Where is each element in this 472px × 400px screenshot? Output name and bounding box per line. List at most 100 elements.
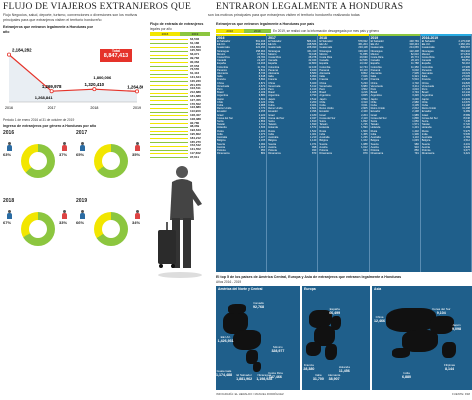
table-value: 6,980 [361, 84, 368, 88]
table-column-year: 2016 [217, 36, 225, 40]
middle-value-row: 176,502 [150, 102, 210, 107]
table-country: Perú [421, 88, 428, 92]
table-row: Suecia 1,071 [267, 143, 317, 146]
table-row: Alemania 8,736 [216, 72, 266, 75]
table-country: India [421, 132, 428, 136]
woman-icon [61, 142, 67, 151]
table-column: 2017 El Salvador 586,441 EE.UU. 348,566 Guate… [267, 34, 319, 272]
landmass-shape [442, 342, 456, 358]
table-row: Polonia 944 [318, 149, 368, 152]
table-row: Canadá 21,187 [216, 59, 266, 62]
table-row: Guatemala 228,490 [267, 46, 317, 49]
intro-text: Flujo Negocios, salud, deporte, turismo,… [3, 13, 138, 22]
trend-point-label: 1,269,978 [42, 84, 62, 89]
table-country: Australia [370, 136, 381, 140]
table-country: Brasil [319, 91, 326, 95]
table-value: 4,512 [463, 139, 470, 143]
table-value: 980 [414, 142, 419, 146]
table-value: 6,004 [309, 78, 317, 82]
table-column-band [420, 34, 471, 36]
table-country: Ecuador [217, 110, 227, 114]
table-value: 578,932 [358, 40, 368, 43]
map-callout-value: 8,144 [445, 366, 454, 371]
table-row: Perú 17,245 [421, 88, 471, 91]
table-country: Bélgica [268, 139, 277, 143]
map-panel-title: Europa [304, 287, 316, 291]
table-value: 2,905 [361, 107, 368, 111]
table-row: Perú 4,010 [370, 88, 420, 91]
table-row: Japón 3,590 [318, 98, 368, 101]
table-value: 1,853 [258, 120, 266, 124]
trend-point-label: 1,264,860 [127, 84, 143, 89]
table-row: Corea del Sur 2,047 [267, 117, 317, 120]
table-row: Francia 6,004 [267, 78, 317, 81]
table-country: India [370, 132, 377, 136]
table-country: Cuba [370, 104, 377, 108]
table-country: Colombia [217, 65, 228, 69]
middle-value-text: 153,653 [190, 44, 201, 49]
map-callout-value: 1,198,928 [256, 376, 273, 381]
table-country: EE.UU. [268, 43, 277, 47]
middle-value-bar [150, 149, 188, 151]
table-country: España [370, 62, 380, 66]
table-row: EE.UU. 1,382,181 [421, 43, 471, 46]
trend-point-label: 2,184,282 [12, 48, 32, 53]
table-country: Austria [421, 145, 430, 149]
table-row: Alemania 34,023 [421, 72, 471, 75]
table-value: 5,535 [463, 132, 470, 136]
map-panel: América del Norte y Central EE.UU. 1,426,9… [216, 286, 300, 390]
table-country: Colombia [268, 65, 280, 69]
table-column: 2016-2019 El Salvador 2,175,608 EE.UU. 1,382… [420, 34, 472, 272]
table-row: EE.UU. 353,968 [216, 43, 266, 46]
middle-value-bar [150, 65, 188, 67]
table-value: 11,792 [257, 65, 266, 69]
table-value: 9,489 [463, 110, 470, 114]
table-country: Perú [268, 88, 274, 92]
table-country: Italia [268, 75, 274, 79]
table-value: 1,210 [309, 136, 317, 140]
middle-value-text: 201,876 [190, 82, 201, 87]
table-value: 11,108 [462, 107, 470, 111]
table-value: 14,935 [462, 94, 470, 98]
table-value: 1,491 [258, 129, 266, 133]
table-country: Bélgica [217, 139, 226, 143]
table-country: Polonia [370, 148, 380, 152]
table-country: Reino Unido [421, 107, 437, 111]
table-country: Suiza [217, 120, 224, 124]
table-country: Francia [217, 78, 226, 82]
middle-value-text: 99,782 [190, 56, 200, 60]
map-callout-name: Canadá [253, 301, 264, 305]
table-column-band [369, 34, 420, 36]
table-value: 11,788 [411, 62, 419, 66]
table-row: India 1,401 [267, 133, 317, 136]
table-value: 353,968 [255, 43, 266, 47]
table-country: Australia [268, 136, 279, 140]
total-value: 8,847,413 [103, 53, 129, 59]
table-row: Japón 3,230 [370, 98, 420, 101]
table-row: Argentina 3,790 [267, 94, 317, 97]
table-value: 1,140 [309, 139, 317, 143]
table-row: México 271,834 [421, 53, 471, 56]
table-country: Austria [217, 145, 226, 149]
map-callout-value: 31,700 [312, 376, 324, 381]
table-row: Israel 2,180 [267, 114, 317, 117]
table-value: 7,145 [463, 120, 470, 124]
middle-value-row: 184,212 [150, 136, 210, 141]
table-row: El Salvador 578,932 [318, 40, 368, 43]
table-country: Italia [319, 75, 325, 79]
table-country: Japón [268, 97, 276, 101]
table-country: Holanda [421, 126, 432, 130]
table-country: México [370, 52, 379, 56]
middle-value-bar [150, 58, 188, 60]
table-row: Australia 1,210 [267, 136, 317, 139]
map-callout: EE.UU. 1,426,931 [218, 335, 234, 343]
middle-value-row: 98,369 [150, 125, 210, 129]
gender-pct-b: 37% [59, 152, 68, 157]
table-row: Ecuador 2,440 [318, 110, 368, 113]
middle-value-text: 131,552 [190, 147, 201, 152]
table-row: Holanda 1,431 [370, 126, 420, 129]
table-country: Chile [217, 100, 223, 104]
middle-value-bar [150, 122, 188, 124]
table-country: Polonia [421, 148, 431, 152]
table-value: 561,466 [255, 40, 266, 43]
